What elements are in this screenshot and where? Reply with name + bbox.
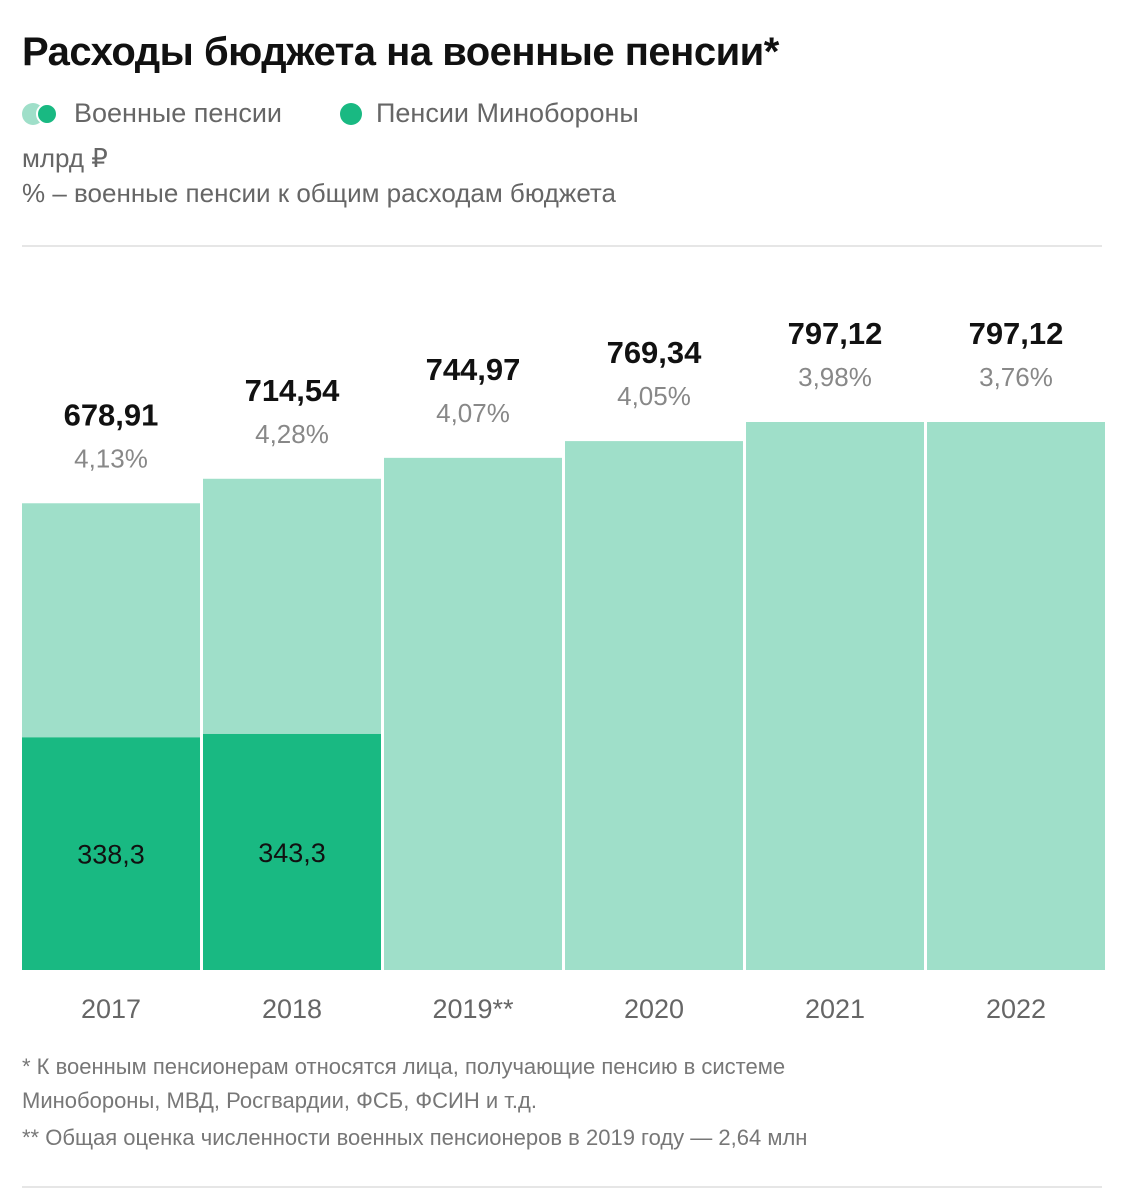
unit-label: млрд ₽: [22, 143, 108, 173]
x-tick-label: 2021: [805, 994, 865, 1024]
value-label: 797,12: [969, 316, 1064, 351]
footnote-3: ** Общая оценка численности военных пенс…: [22, 1125, 808, 1150]
x-tick-label: 2019**: [432, 994, 514, 1024]
percent-label: 4,05%: [617, 381, 691, 411]
value-label: 797,12: [788, 316, 883, 351]
value-label: 678,91: [64, 397, 159, 432]
value-label: 714,54: [245, 373, 341, 408]
legend-label-military-pensions: Военные пенсии: [74, 98, 282, 128]
bar-mod-pensions-2017: [22, 737, 200, 970]
percent-label: 3,76%: [979, 362, 1053, 392]
percent-label: 4,13%: [74, 443, 148, 473]
bar-military-pensions-2021: [746, 422, 924, 970]
top-divider: [22, 245, 1102, 247]
bar-military-pensions-2022: [927, 422, 1105, 970]
legend-swatch-military-pensions: [22, 102, 62, 125]
bar-military-pensions-2020: [565, 441, 743, 971]
mod-value-label: 338,3: [77, 840, 145, 870]
footnote-1: * К военным пенсионерам относятся лица, …: [22, 1054, 786, 1079]
value-label: 769,34: [607, 335, 703, 370]
percent-note: % – военные пенсии к общим расходам бюдж…: [22, 178, 616, 208]
percent-label: 3,98%: [798, 362, 872, 392]
value-label: 744,97: [426, 352, 521, 387]
legend-label-mod-pensions: Пенсии Минобороны: [376, 98, 639, 128]
footnote-2: Минобороны, МВД, Росгвардии, ФСБ, ФСИН и…: [22, 1088, 537, 1113]
legend-item-military-pensions: Военные пенсии: [22, 98, 282, 129]
x-tick-label: 2022: [986, 994, 1046, 1024]
bar-military-pensions-2019: [384, 457, 562, 970]
x-tick-label: 2018: [262, 994, 322, 1024]
x-tick-label: 2020: [624, 994, 684, 1024]
bottom-divider: [22, 1186, 1102, 1188]
legend-item-mod-pensions: Пенсии Минобороны: [340, 98, 639, 129]
chart-title: Расходы бюджета на военные пенсии*: [22, 30, 779, 74]
legend: Военные пенсии Пенсии Минобороны: [22, 98, 697, 129]
percent-label: 4,07%: [436, 398, 510, 428]
percent-label: 4,28%: [255, 419, 329, 449]
bar-mod-pensions-2018: [203, 733, 381, 970]
bar-chart: 338,3 678,91 4,13% 2017 343,3 714,54 4,28% 2018…: [22, 316, 1105, 1024]
legend-swatch-mod-pensions: [340, 102, 362, 125]
x-tick-label: 2017: [81, 994, 141, 1024]
mod-value-label: 343,3: [258, 838, 326, 868]
